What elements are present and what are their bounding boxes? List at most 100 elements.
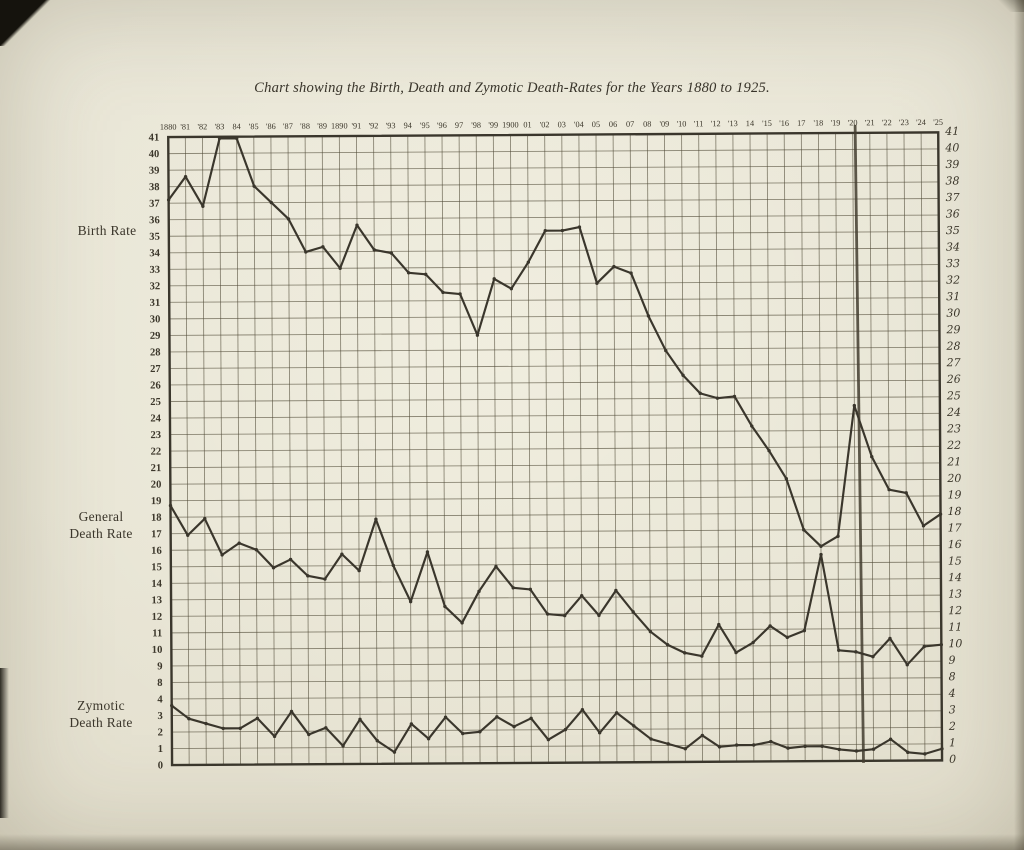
- y-axis-label-left: 3: [157, 711, 162, 722]
- y-axis-label-right: 21: [946, 455, 961, 468]
- general-death-rate-point: [425, 550, 430, 554]
- zymotic-death-rate-point: [871, 747, 876, 751]
- x-axis-year-label: '13: [728, 119, 738, 128]
- birth-rate-point: [938, 512, 943, 516]
- y-axis-label-right: 38: [945, 174, 959, 187]
- grid-hline: [169, 297, 940, 303]
- zymotic-death-rate-point: [683, 747, 688, 751]
- general-death-rate-point: [203, 516, 207, 521]
- birth-rate-point: [286, 217, 291, 221]
- grid-hline: [171, 677, 942, 683]
- zymotic-death-rate-point: [666, 742, 670, 746]
- y-axis-label-right: 29: [945, 323, 960, 336]
- birth-rate-point: [560, 228, 565, 233]
- zymotic-death-rate-point: [170, 703, 174, 708]
- birth-rate-line: [167, 137, 942, 548]
- zymotic-death-rate-point: [307, 732, 311, 737]
- general-death-rate-point: [460, 621, 464, 625]
- grid-hline: [168, 214, 939, 221]
- birth-rate-point: [819, 544, 823, 548]
- general-death-rate-point: [683, 651, 687, 655]
- birth-rate-point: [372, 248, 376, 252]
- y-axis-label-left: 10: [152, 645, 163, 656]
- zymotic-death-rate-point: [392, 750, 397, 754]
- grid-hline: [169, 280, 940, 287]
- x-axis-year-label: 08: [643, 120, 651, 129]
- general-death-rate-point: [340, 552, 344, 556]
- grid-hline: [168, 164, 939, 171]
- birth-rate-point: [836, 534, 840, 538]
- y-axis-label-right: 0: [949, 753, 956, 766]
- zymotic-death-rate-point: [512, 724, 516, 729]
- y-axis-label-right: 25: [946, 389, 961, 402]
- y-axis-label-left: 16: [151, 546, 162, 557]
- x-axis-year-label: 03: [558, 120, 566, 129]
- general-death-rate-point: [220, 553, 224, 557]
- x-axis-year-label: '92: [369, 121, 379, 130]
- y-axis-label-right: 22: [946, 439, 961, 452]
- birth-rate-point: [183, 174, 188, 179]
- y-axis-label-right: 40: [944, 141, 959, 154]
- x-axis-year-label: '89: [317, 122, 327, 131]
- zymotic-death-rate-point: [238, 726, 242, 731]
- grid-hline: [171, 627, 942, 634]
- general-death-rate-point: [614, 588, 618, 593]
- general-death-rate-point: [751, 640, 755, 645]
- y-axis-label-right: 17: [948, 521, 962, 534]
- zymotic-death-rate-point: [769, 739, 773, 744]
- grid-hline: [169, 379, 940, 386]
- birth-rate-point: [338, 266, 342, 270]
- zymotic-death-rate-point: [187, 717, 191, 721]
- birth-rate-point: [732, 394, 737, 399]
- x-axis-year-label: '23: [899, 118, 909, 127]
- birth-rate-point: [802, 528, 806, 532]
- zymotic-death-rate-point: [854, 749, 859, 753]
- y-axis-label-right: 12: [948, 604, 962, 617]
- general-death-rate-point: [511, 586, 515, 590]
- grid-hline: [170, 545, 941, 551]
- zymotic-death-rate-point: [461, 731, 465, 736]
- birth-rate-point: [715, 396, 720, 400]
- x-axis-year-label: '22: [882, 118, 892, 127]
- x-axis-year-label: '93: [386, 121, 396, 130]
- birth-rate-point: [252, 184, 256, 188]
- grid-hline: [170, 528, 941, 535]
- y-axis-label-right: 8: [949, 670, 956, 683]
- zymotic-death-rate-point: [734, 743, 739, 747]
- birth-rate-point: [458, 292, 462, 296]
- general-death-rate-point: [888, 636, 892, 641]
- grid-hline: [170, 478, 941, 485]
- zymotic-death-rate-point: [409, 722, 414, 726]
- y-axis-label-left: 20: [151, 480, 162, 491]
- general-death-rate-point: [306, 574, 310, 578]
- zymotic-death-rate-point: [324, 726, 328, 730]
- zymotic-death-rate-point: [923, 752, 927, 756]
- grid-hline: [170, 429, 941, 436]
- birth-rate-point: [166, 198, 171, 202]
- x-axis-year-label: '91: [351, 121, 361, 130]
- general-death-rate-point: [837, 648, 841, 652]
- birth-rate-point: [492, 277, 496, 281]
- general-death-rate-point: [563, 613, 567, 618]
- y-axis-label-left: 27: [150, 364, 161, 375]
- birth-rate-point: [870, 455, 874, 459]
- zymotic-death-rate-point: [786, 746, 790, 750]
- birth-rate-point: [441, 290, 445, 295]
- birth-rate-point: [406, 271, 411, 275]
- general-death-rate-point: [871, 654, 875, 659]
- birth-rate-point: [201, 204, 205, 208]
- grid-hline: [169, 346, 940, 353]
- zymotic-death-rate-point: [632, 724, 636, 728]
- zymotic-death-rate-point: [221, 726, 225, 731]
- zymotic-death-rate-point: [204, 721, 208, 726]
- zymotic-death-rate-point: [272, 734, 277, 739]
- y-axis-label-left: 33: [149, 265, 160, 276]
- zymotic-death-rate-point: [614, 711, 619, 715]
- birth-rate-point: [321, 245, 325, 249]
- general-death-rate-point: [545, 612, 550, 616]
- x-axis-year-label: '09: [659, 120, 669, 129]
- x-axis-year-label: 14: [746, 119, 755, 128]
- birth-rate-point: [526, 260, 531, 264]
- birth-rate-point: [509, 286, 514, 291]
